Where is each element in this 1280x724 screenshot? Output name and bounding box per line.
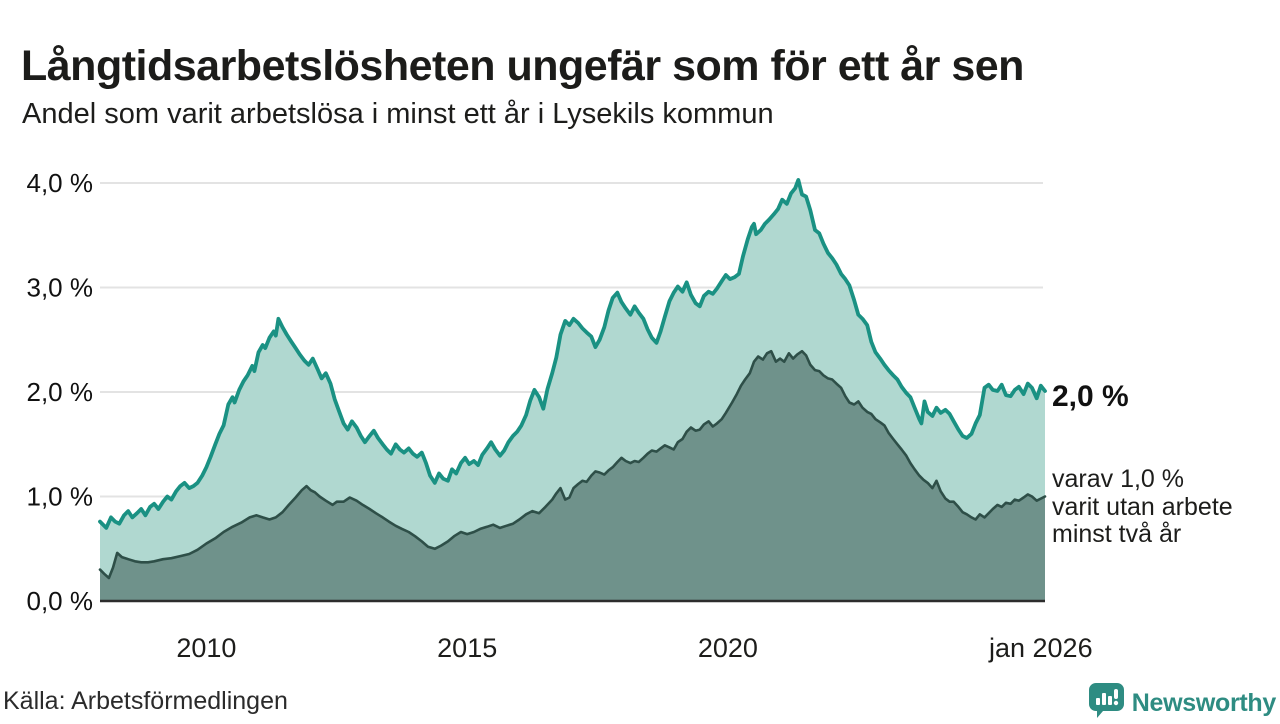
x-tick-label-jan-2026: jan 2026 [988, 633, 1093, 663]
y-tick-label-1: 1,0 % [27, 482, 94, 512]
line-series-1 [98, 349, 1047, 580]
source-credit: Källa: Arbetsförmedlingen [3, 687, 288, 715]
y-tick-label-3: 3,0 % [27, 273, 94, 303]
x-tick-label-2010: 2010 [176, 633, 236, 663]
end-value-label-subseries: varav 1,0 % varit utan arbete minst två … [1052, 465, 1233, 549]
y-tick-label-4: 4,0 % [27, 168, 94, 198]
subseries-label-line1: varav 1,0 % [1052, 465, 1185, 493]
newsworthy-logo: Newsworthy [1088, 682, 1276, 724]
page-title: Långtidsarbetslösheten ungefär som för e… [21, 41, 1024, 90]
line-series-0 [98, 178, 1047, 530]
chart-subtitle: Andel som varit arbetslösa i minst ett å… [22, 98, 774, 130]
subseries-label-line2: varit utan arbete [1052, 492, 1233, 521]
newsworthy-logo-text: Newsworthy [1131, 688, 1277, 717]
x-tick-label-2020: 2020 [698, 633, 758, 663]
newsworthy-speech-bubble-chart-icon [1088, 682, 1125, 724]
x-tick-label-2015: 2015 [437, 633, 497, 663]
subseries-label-line3: minst två år [1052, 520, 1182, 548]
end-value-label-total: 2,0 % [1052, 380, 1129, 413]
y-tick-label-0: 0,0 % [27, 586, 94, 616]
y-tick-label-2: 2,0 % [27, 377, 94, 407]
area-series-1 [100, 351, 1045, 601]
